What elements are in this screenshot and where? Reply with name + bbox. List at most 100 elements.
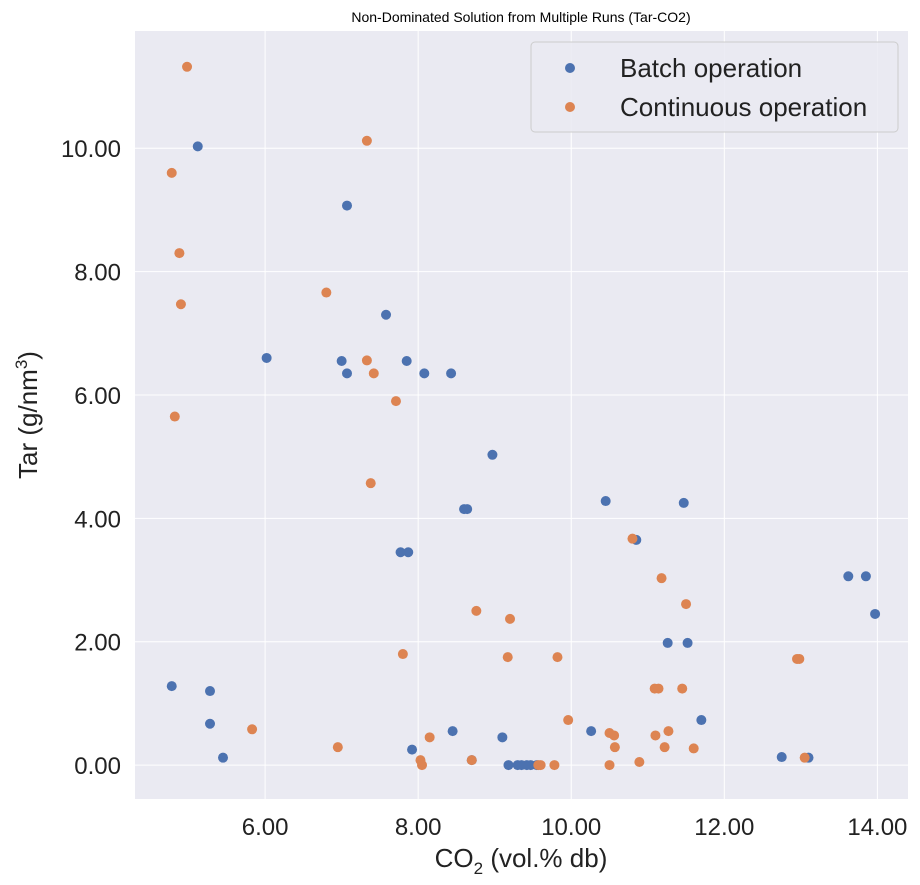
scatter-point-continuous: [169, 411, 180, 422]
scatter-point-batch: [401, 356, 412, 367]
scatter-point-continuous: [663, 726, 674, 737]
legend: Batch operation Continuous operation: [530, 41, 899, 133]
scatter-point-batch: [600, 496, 611, 507]
legend-marker-batch: [565, 63, 575, 73]
scatter-point-continuous: [688, 743, 699, 754]
scatter-point-continuous: [627, 533, 638, 544]
scatter-point-batch: [166, 681, 177, 692]
scatter-point-batch: [342, 368, 353, 379]
legend-box: [530, 41, 899, 133]
chart-title: Non-Dominated Solution from Multiple Run…: [351, 9, 690, 25]
scatter-point-batch: [419, 368, 430, 379]
y-tick-label: 6.00: [74, 383, 121, 410]
scatter-point-continuous: [653, 683, 664, 694]
scatter-point-continuous: [365, 478, 376, 489]
scatter-point-batch: [497, 732, 508, 743]
scatter-point-batch: [860, 571, 871, 582]
scatter-point-continuous: [175, 299, 186, 310]
y-axis-label-main: Tar (g/nm: [13, 369, 43, 479]
x-tick-label: 14.00: [847, 814, 907, 841]
scatter-point-continuous: [247, 724, 258, 735]
scatter-point-batch: [870, 608, 881, 619]
scatter-point-batch: [192, 141, 203, 152]
scatter-point-batch: [218, 752, 229, 763]
data-points: [166, 61, 881, 771]
scatter-point-batch: [336, 356, 347, 367]
x-axis-label-subscript: 2: [474, 859, 483, 878]
scatter-point-continuous: [549, 760, 560, 771]
scatter-point-batch: [342, 200, 353, 211]
scatter-point-continuous: [321, 287, 332, 298]
x-tick-label: 8.00: [395, 814, 442, 841]
scatter-point-continuous: [677, 683, 688, 694]
tick-labels: 6.00 8.00 10.00 12.00 14.00 0.00 2.00 4.00 6.00 8…: [61, 136, 907, 841]
scatter-point-continuous: [609, 742, 620, 753]
scatter-point-batch: [503, 760, 514, 771]
x-axis-label: CO2 (vol.% db): [435, 843, 608, 878]
scatter-point-batch: [586, 726, 597, 737]
scatter-point-continuous: [505, 613, 516, 624]
scatter-point-continuous: [466, 755, 477, 766]
scatter-point-batch: [205, 718, 216, 729]
x-tick-label: 6.00: [242, 814, 289, 841]
scatter-point-continuous: [656, 573, 667, 584]
scatter-point-continuous: [471, 605, 482, 616]
scatter-point-continuous: [604, 760, 615, 771]
scatter-point-continuous: [552, 652, 563, 663]
scatter-point-batch: [678, 497, 689, 508]
y-tick-label: 4.00: [74, 506, 121, 533]
y-tick-label: 2.00: [74, 630, 121, 657]
x-tick-label: 12.00: [694, 814, 754, 841]
x-axis-label-unit: (vol.% db): [483, 843, 607, 873]
scatter-point-batch: [662, 637, 673, 648]
scatter-point-batch: [395, 547, 406, 558]
scatter-point-continuous: [332, 742, 343, 753]
scatter-point-batch: [843, 571, 854, 582]
y-axis-label-close: ): [13, 351, 43, 360]
x-axis-label-main: CO: [435, 843, 474, 873]
scatter-point-batch: [696, 715, 707, 726]
scatter-point-continuous: [634, 756, 645, 767]
scatter-point-batch: [682, 637, 693, 648]
scatter-point-batch: [447, 726, 458, 737]
scatter-point-batch: [462, 504, 473, 515]
scatter-point-continuous: [502, 652, 513, 663]
scatter-point-batch: [446, 368, 457, 379]
scatter-point-continuous: [361, 135, 372, 146]
scatter-point-continuous: [182, 61, 193, 72]
scatter-point-continuous: [799, 752, 810, 763]
scatter-point-continuous: [659, 742, 670, 753]
scatter-point-batch: [776, 752, 787, 763]
legend-label-continuous: Continuous operation: [620, 92, 867, 122]
y-axis-label: Tar (g/nm3): [12, 351, 43, 479]
scatter-point-batch: [205, 686, 216, 697]
y-axis-label-superscript: 3: [12, 360, 31, 369]
scatter-point-continuous: [417, 760, 428, 771]
y-tick-label: 0.00: [74, 753, 121, 780]
scatter-point-continuous: [174, 248, 185, 259]
scatter-point-continuous: [368, 368, 379, 379]
scatter-point-batch: [487, 449, 498, 460]
y-tick-label: 10.00: [61, 136, 121, 163]
y-tick-label: 8.00: [74, 260, 121, 287]
scatter-point-continuous: [650, 730, 661, 741]
scatter-point-continuous: [794, 653, 805, 664]
legend-marker-continuous: [565, 102, 575, 112]
scatter-point-continuous: [535, 760, 546, 771]
scatter-point-continuous: [563, 715, 574, 726]
scatter-point-continuous: [424, 732, 435, 743]
scatter-point-batch: [407, 744, 418, 755]
scatter-point-continuous: [681, 599, 692, 610]
scatter-point-continuous: [166, 167, 177, 178]
scatter-point-batch: [261, 352, 272, 363]
scatter-point-continuous: [609, 730, 620, 741]
scatter-point-continuous: [390, 396, 401, 407]
scatter-point-batch: [381, 309, 392, 320]
scatter-point-continuous: [397, 649, 408, 660]
legend-label-batch: Batch operation: [620, 53, 802, 83]
scatter-point-batch: [403, 547, 414, 558]
scatter-point-continuous: [361, 355, 372, 366]
x-tick-label: 10.00: [541, 814, 601, 841]
plot-area: [135, 31, 908, 799]
